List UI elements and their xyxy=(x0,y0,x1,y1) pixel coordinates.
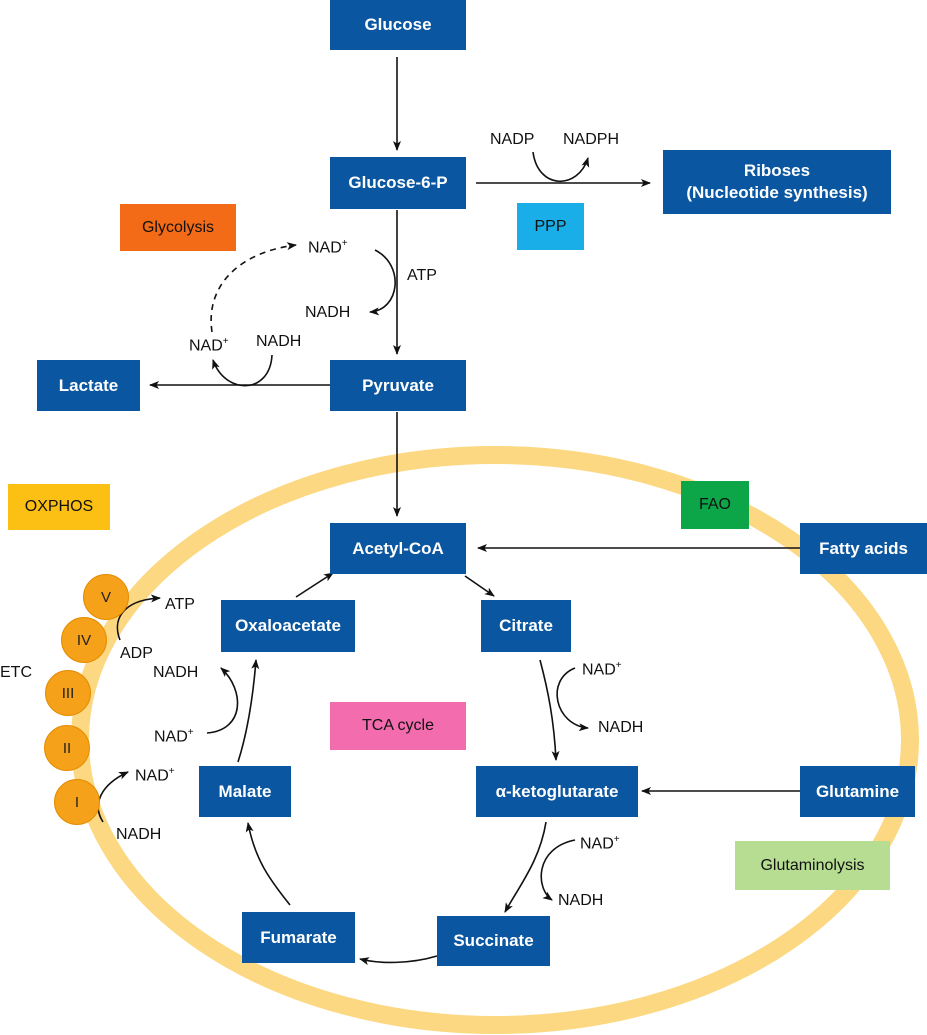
plus-superscript: + xyxy=(168,766,175,777)
cofactor-nadh-lactate: NADH xyxy=(256,333,302,350)
label-ppp: PPP xyxy=(517,203,584,250)
nad-text: NAD xyxy=(308,239,342,257)
cofactor-nadh-glycolysis: NADH xyxy=(305,304,351,321)
plus-superscript: + xyxy=(187,727,194,738)
arrow-malate-oxaloacetate xyxy=(237,659,260,763)
arrow-nadplus-nadh-malate xyxy=(206,667,239,734)
nad-text: NAD xyxy=(189,337,223,355)
cofactor-nad-plus-malate: NAD+ xyxy=(154,724,194,746)
cofactor-nad-plus-akg: NAD+ xyxy=(580,831,620,853)
cofactor-nad-plus-etc: NAD+ xyxy=(135,763,175,785)
node-oxaloacetate: Oxaloacetate xyxy=(221,600,355,652)
arrow-nadp-nadph xyxy=(532,151,590,183)
arrow-akg-succinate xyxy=(504,821,547,913)
label-oxphos: OXPHOS xyxy=(8,484,110,530)
etc-complex-ii: II xyxy=(44,725,90,771)
nad-text: NAD xyxy=(580,835,614,853)
plus-superscript: + xyxy=(613,834,620,845)
etc-label: ETC xyxy=(0,664,32,681)
node-glutamine: Glutamine xyxy=(800,766,915,817)
node-lactate: Lactate xyxy=(37,360,140,411)
label-tca-cycle: TCA cycle xyxy=(330,702,466,750)
node-riboses: Riboses (Nucleotide synthesis) xyxy=(663,150,891,214)
cofactor-nadh-akg: NADH xyxy=(558,892,604,909)
node-citrate: Citrate xyxy=(481,600,571,652)
arrow-oxaloacetate-acetylcoa xyxy=(295,572,334,598)
etc-complex-i: I xyxy=(54,779,100,825)
cofactor-nadp: NADP xyxy=(490,131,535,148)
node-fatty-acids: Fatty acids xyxy=(800,523,927,574)
cofactor-nadph: NADPH xyxy=(563,131,620,148)
cofactor-nad-plus-glycolysis: NAD+ xyxy=(308,235,348,257)
plus-superscript: + xyxy=(341,238,348,249)
plus-superscript: + xyxy=(222,336,229,347)
arrow-nadh-nadplus-lactate xyxy=(212,354,273,387)
label-fao: FAO xyxy=(681,481,749,529)
cofactor-adp-etc: ADP xyxy=(120,645,153,662)
arrow-nadplus-nadh-glycolysis xyxy=(369,249,396,316)
cofactor-atp-glycolysis: ATP xyxy=(407,267,437,284)
arrow-nadplus-nadh-akg xyxy=(540,839,576,901)
arrow-nadplus-nadh-citrate xyxy=(556,667,589,732)
node-alpha-ketoglutarate: α-ketoglutarate xyxy=(476,766,638,817)
arrow-citrate-akg xyxy=(539,659,560,761)
node-succinate: Succinate xyxy=(437,916,550,966)
cofactor-nadh-etc: NADH xyxy=(116,826,162,843)
label-glutaminolysis: Glutaminolysis xyxy=(735,841,890,890)
cofactor-nad-plus-citrate: NAD+ xyxy=(582,657,622,679)
riboses-line1: Riboses xyxy=(743,161,811,180)
node-glucose: Glucose xyxy=(330,0,466,50)
cofactor-nadh-malate: NADH xyxy=(153,664,199,681)
arrow-fumarate-malate xyxy=(245,822,291,906)
nad-text: NAD xyxy=(582,661,616,679)
node-glucose-6-p: Glucose-6-P xyxy=(330,157,466,209)
cofactor-nadh-citrate: NADH xyxy=(598,719,644,736)
node-acetyl-coa: Acetyl-CoA xyxy=(330,523,466,574)
plus-superscript: + xyxy=(615,660,622,671)
node-fumarate: Fumarate xyxy=(242,912,355,963)
arrow-acetylcoa-citrate xyxy=(464,575,495,597)
cofactor-atp-etc: ATP xyxy=(165,596,195,613)
riboses-line2: (Nucleotide synthesis) xyxy=(686,183,868,202)
label-glycolysis: Glycolysis xyxy=(120,204,236,251)
dashed-nad-regeneration xyxy=(210,242,297,333)
etc-complex-v: V xyxy=(83,574,129,620)
etc-complex-iv: IV xyxy=(61,617,107,663)
etc-complex-iii: III xyxy=(45,670,91,716)
arrow-succinate-fumarate xyxy=(359,955,438,966)
nad-text: NAD xyxy=(154,728,188,746)
node-pyruvate: Pyruvate xyxy=(330,360,466,411)
arrow-nadh-nadplus-complexI xyxy=(97,771,129,823)
nad-text: NAD xyxy=(135,767,169,785)
cofactor-nad-plus-lactate: NAD+ xyxy=(189,333,229,355)
node-malate: Malate xyxy=(199,766,291,817)
